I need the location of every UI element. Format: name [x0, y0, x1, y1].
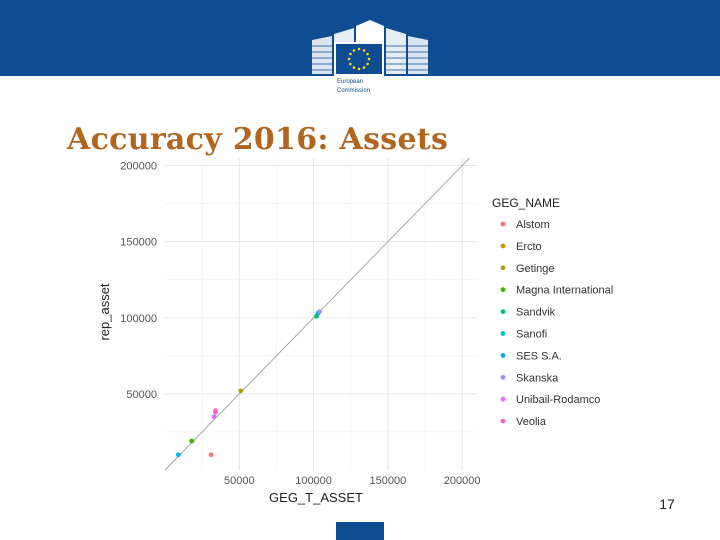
legend-label: Alstom	[516, 219, 550, 231]
y-tick-label: 200000	[120, 161, 157, 173]
legend-key	[500, 418, 506, 424]
legend-key	[500, 265, 506, 271]
slide-title: Accuracy 2016: Assets	[67, 122, 449, 157]
logo-text-line1: European	[337, 79, 363, 85]
y-axis-label: rep_asset	[97, 283, 112, 340]
page-number: 17	[659, 496, 675, 512]
legend-label: Ercto	[516, 241, 542, 253]
legend-label: Sandvik	[516, 307, 556, 319]
y-tick-label: 50000	[126, 389, 157, 401]
x-tick-label: 200000	[444, 475, 481, 487]
eu-stars-icon	[347, 47, 371, 71]
legend-label: Magna International	[516, 285, 613, 297]
x-axis-tick-labels: 50000 100000 150000 200000	[224, 475, 481, 487]
x-tick-label: 150000	[369, 475, 406, 487]
legend-key	[500, 221, 506, 227]
y-tick-label: 100000	[120, 313, 157, 325]
x-tick-label: 50000	[224, 475, 255, 487]
data-point	[238, 388, 244, 394]
legend-label: Skanska	[516, 372, 559, 384]
legend-label: Sanofi	[516, 329, 547, 341]
scatter-chart: 50000 100000 150000 200000 50000 100000 15000…	[97, 158, 613, 505]
legend-title: GEG_NAME	[492, 196, 560, 210]
legend-key	[500, 331, 506, 336]
legend-label: Getinge	[516, 263, 555, 275]
legend-label: SES S.A.	[516, 350, 562, 362]
legend-key	[500, 396, 506, 402]
european-commission-logo: European Commission	[312, 20, 428, 100]
major-gridlines	[165, 158, 477, 470]
data-points	[175, 309, 322, 458]
footer-bar	[336, 522, 384, 540]
logo-text-line2: Commission	[337, 88, 370, 94]
data-point	[189, 438, 195, 444]
legend: GEG_NAME Alstom Ercto Getinge Magna Interna…	[492, 196, 613, 428]
x-tick-label: 100000	[295, 475, 332, 487]
data-point	[208, 452, 214, 458]
data-point	[175, 452, 181, 458]
y-axis-tick-labels: 50000 100000 150000 200000	[120, 161, 157, 401]
legend-key	[500, 353, 506, 358]
legend-label: Unibail-Rodamco	[516, 394, 600, 406]
legend-label: Veolia	[516, 416, 547, 428]
legend-key	[500, 287, 506, 293]
data-point	[213, 408, 218, 414]
y-tick-label: 150000	[120, 237, 157, 249]
legend-key	[500, 243, 506, 249]
legend-key	[500, 309, 506, 314]
minor-gridlines	[165, 158, 477, 470]
legend-key	[500, 374, 506, 380]
data-point	[211, 414, 217, 420]
x-axis-label: GEG_T_ASSET	[269, 490, 363, 505]
data-point	[317, 309, 322, 315]
